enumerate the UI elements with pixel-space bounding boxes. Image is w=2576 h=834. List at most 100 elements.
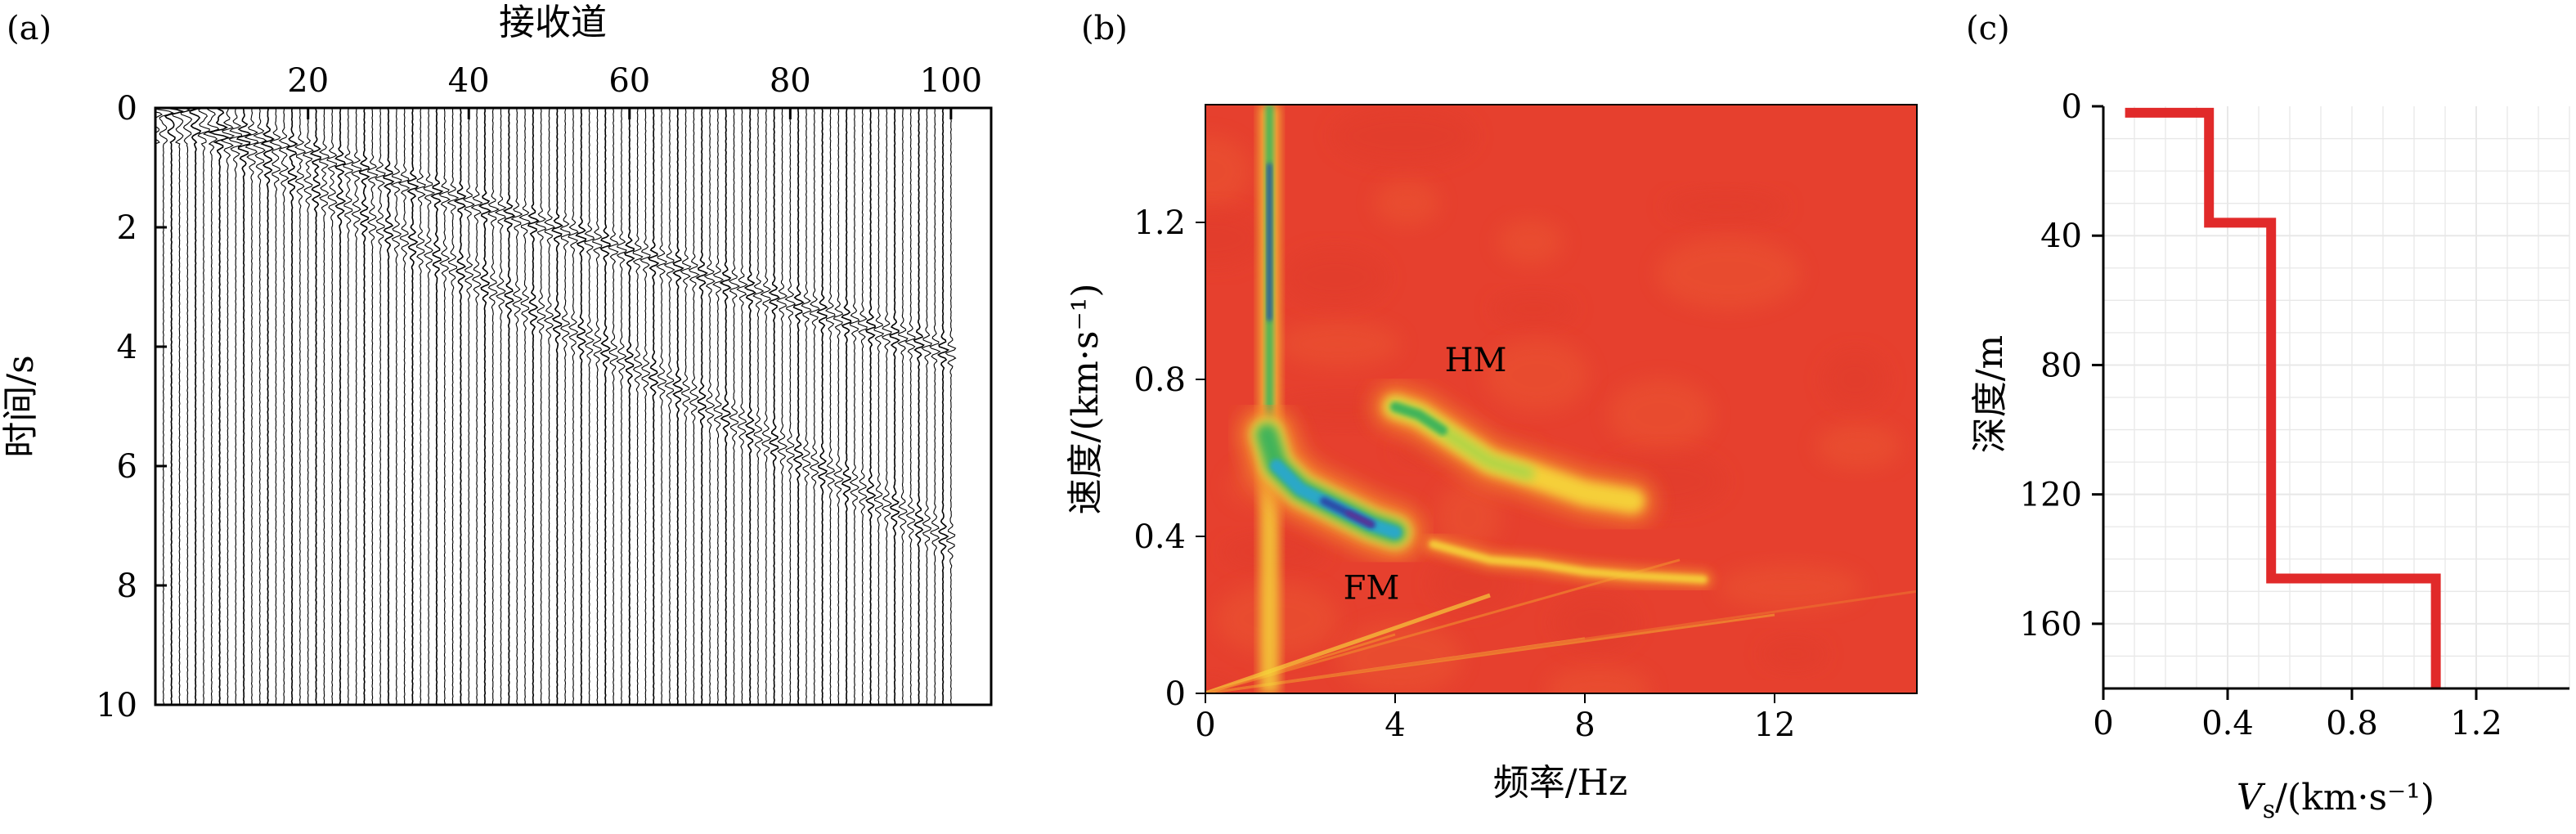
seismic-trace [494,108,507,705]
panel-c-x-tick-label: 0.8 [2326,705,2378,742]
seismic-trace [269,108,282,705]
seismic-trace [889,108,900,705]
panel-a-y-tick-label: 0 [117,90,137,128]
seismic-trace [760,108,772,705]
dispersion-texture [1761,638,1827,670]
dispersion-texture [1663,190,1788,223]
panel-c-x-axis-title: Vs/(km·s⁻¹) [2237,777,2435,824]
panel-a-ticks: 20 40 60 80 100 0 2 4 6 8 10 [96,62,982,724]
dispersion-texture [1205,135,1252,208]
seismic-trace [470,108,483,705]
dispersion-texture [1331,106,1476,166]
seismic-trace [623,108,635,705]
seismic-trace [801,108,812,705]
hm-ridge-green [1390,401,1447,436]
seismic-trace [728,108,741,705]
panel-a-x-tick-label: 60 [608,62,650,100]
seismic-trace [383,108,395,705]
panel-a-x-axis-title: 接收道 [499,2,607,43]
panel-a-label: (a) [7,10,52,47]
seismic-trace [390,108,402,705]
seismic-trace [776,108,788,705]
dispersion-texture [1718,564,1863,611]
dispersion-texture [1276,321,1401,367]
panel-a-x-tick-label: 80 [770,62,811,100]
panel-b-x-axis-title: 频率/Hz [1493,762,1627,804]
seismic-trace [695,108,708,705]
dispersion-texture [1815,423,1901,469]
dispersion-texture [1282,248,1388,307]
seismic-trace [832,108,844,705]
seismic-trace [180,108,196,705]
seismic-trace [663,108,675,705]
panel-b-frame [1205,104,1918,694]
seismic-trace [592,108,603,705]
seismic-trace [945,108,957,705]
seismic-trace [849,108,860,705]
annotation-hm: HM [1445,342,1507,379]
panel-c-ticks: 0 0.4 0.8 1.2 0 40 80 120 160 [2020,88,2502,742]
panel-b-annotations: HM FM [1344,342,1507,607]
panel-a-y-tick-label: 4 [117,329,137,366]
seismic-trace [302,108,314,705]
seismic-trace [397,108,411,705]
seismic-trace [453,108,467,705]
seismic-trace [881,108,892,705]
seismic-trace [929,108,941,705]
panel-a-x-tick-label: 100 [920,62,982,100]
panel-b-y-tick-label: 0.4 [1133,518,1186,556]
fm-ridge-purple [1345,510,1374,527]
seismic-trace [857,108,868,705]
seismic-trace [712,108,725,705]
panel-c-x-tick-label: 0 [2093,705,2113,742]
panel-c-y-tick-label: 80 [2040,347,2082,384]
seismic-trace [164,108,184,705]
panel-a-y-tick-label: 8 [117,567,137,605]
seismic-trace [326,108,338,705]
panel-c: (c) 0 0.4 0.8 1.2 0 40 80 120 160 Vs/(km·s⁻¹) 深度… [1966,10,2570,824]
dispersion-fan-line [1205,593,1491,693]
seismic-trace [616,108,627,705]
seismic-trace [351,108,362,705]
seismic-trace [672,108,684,705]
seismic-trace [632,108,644,705]
seismic-trace [462,108,475,705]
panel-b-label: (b) [1081,10,1128,47]
seismic-trace [478,108,492,705]
dispersion-image [1205,105,1917,693]
seismic-trace [202,108,220,705]
seismic-trace [792,108,805,705]
panel-a-y-tick-label: 2 [117,209,137,247]
annotation-fm: FM [1344,569,1400,607]
panel-b-y-axis-title: 速度/(km·s⁻¹) [1065,284,1106,515]
seismic-trace [599,108,611,705]
panel-b-y-tick-label: 1.2 [1133,204,1186,242]
seismic-trace [936,108,950,705]
seismic-trace [784,108,797,705]
panel-a-y-tick-label: 6 [117,448,137,486]
seismic-trace [406,108,420,705]
panel-a-frame [154,106,993,706]
dispersion-texture [1374,180,1440,226]
seismic-trace [518,108,531,705]
seismic-trace [294,108,307,705]
dispersion-texture [1656,237,1801,310]
seismic-trace [358,108,370,705]
seismic-trace [414,108,426,705]
seismic-trace [913,108,925,705]
seismic-trace [244,108,259,705]
panel-a-y-axis-title: 时间/s [0,355,42,457]
seismic-trace [155,111,163,705]
low-frequency-streak-peak [1267,164,1272,321]
panel-c-y-tick-label: 40 [2040,217,2082,255]
seismic-trace [334,108,347,705]
seismic-trace [253,108,267,705]
dispersion-texture [1497,219,1564,265]
seismic-trace [688,108,700,705]
seismic-trace [824,108,836,705]
seismic-trace [841,108,852,705]
dispersion-texture [1338,621,1463,693]
seismic-trace [864,108,877,705]
seismic-trace [430,108,444,705]
